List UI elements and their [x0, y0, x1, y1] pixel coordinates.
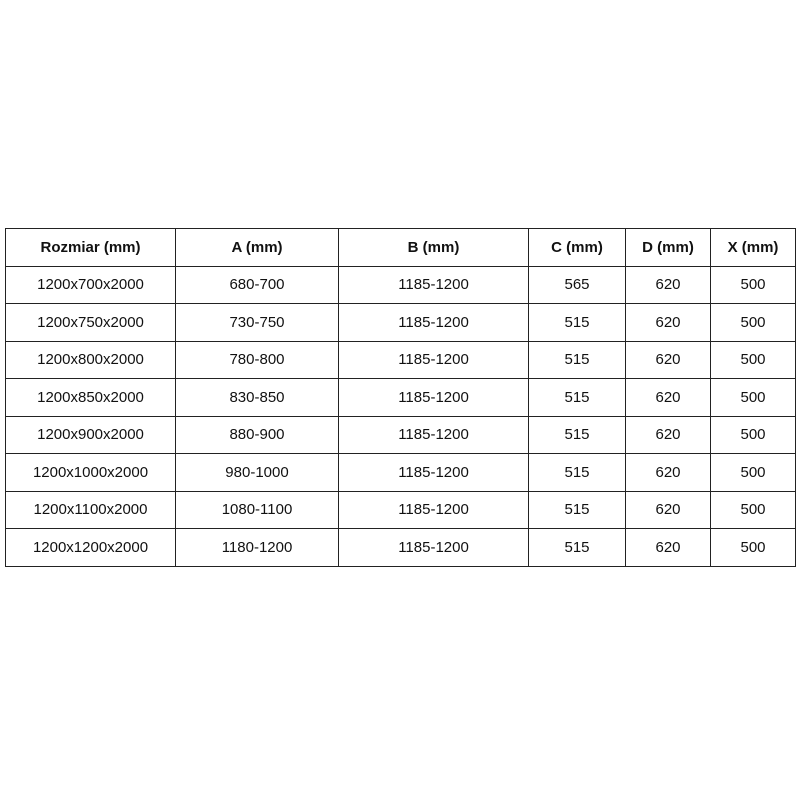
- table-cell: 620: [625, 415, 711, 454]
- table-cell: 1200x1100x2000: [5, 490, 176, 529]
- table-cell: 500: [710, 453, 796, 492]
- table-row: 1200x800x2000 780-800 1185-1200 515 620 500: [5, 340, 796, 379]
- table-cell: 515: [528, 453, 626, 492]
- table-cell: 1200x700x2000: [5, 265, 176, 304]
- header-cell: C (mm): [528, 228, 626, 267]
- table-cell: 515: [528, 415, 626, 454]
- table-cell: 500: [710, 303, 796, 342]
- table-cell: 620: [625, 265, 711, 304]
- table-cell: 620: [625, 490, 711, 529]
- table-row: 1200x1100x2000 1080-1100 1185-1200 515 620 50…: [5, 490, 796, 529]
- table-cell: 1185-1200: [338, 528, 529, 567]
- table-cell: 500: [710, 528, 796, 567]
- table-cell: 620: [625, 378, 711, 417]
- table-cell: 880-900: [175, 415, 339, 454]
- table-cell: 515: [528, 303, 626, 342]
- table-cell: 1180-1200: [175, 528, 339, 567]
- table-row: 1200x750x2000 730-750 1185-1200 515 620 500: [5, 303, 796, 342]
- table-cell: 1185-1200: [338, 265, 529, 304]
- table-row: 1200x850x2000 830-850 1185-1200 515 620 500: [5, 378, 796, 417]
- table-cell: 500: [710, 415, 796, 454]
- header-cell: B (mm): [338, 228, 529, 267]
- table-cell: 830-850: [175, 378, 339, 417]
- table-cell: 1185-1200: [338, 378, 529, 417]
- table-cell: 1200x850x2000: [5, 378, 176, 417]
- table-cell: 1200x1000x2000: [5, 453, 176, 492]
- table-row: 1200x1200x2000 1180-1200 1185-1200 515 620 50…: [5, 528, 796, 567]
- table-cell: 500: [710, 265, 796, 304]
- table-cell: 515: [528, 528, 626, 567]
- table-row: 1200x1000x2000 980-1000 1185-1200 515 620 500: [5, 453, 796, 492]
- dimensions-table: Rozmiar (mm) A (mm) B (mm) C (mm) D (mm) X (m…: [5, 228, 796, 567]
- table-cell: 620: [625, 528, 711, 567]
- table-cell: 1185-1200: [338, 303, 529, 342]
- table-cell: 1185-1200: [338, 490, 529, 529]
- table-cell: 515: [528, 340, 626, 379]
- table-cell: 1200x800x2000: [5, 340, 176, 379]
- table-cell: 1185-1200: [338, 415, 529, 454]
- header-row: Rozmiar (mm) A (mm) B (mm) C (mm) D (mm) X (m…: [5, 228, 796, 267]
- table-cell: 1185-1200: [338, 453, 529, 492]
- header-cell: A (mm): [175, 228, 339, 267]
- table-cell: 500: [710, 340, 796, 379]
- table-cell: 1200x1200x2000: [5, 528, 176, 567]
- table-cell: 500: [710, 378, 796, 417]
- table-cell: 620: [625, 453, 711, 492]
- table-row: 1200x700x2000 680-700 1185-1200 565 620 500: [5, 265, 796, 304]
- table-cell: 680-700: [175, 265, 339, 304]
- table-cell: 1185-1200: [338, 340, 529, 379]
- table-cell: 1080-1100: [175, 490, 339, 529]
- header-cell: X (mm): [710, 228, 796, 267]
- header-cell: D (mm): [625, 228, 711, 267]
- table-cell: 1200x900x2000: [5, 415, 176, 454]
- table-cell: 620: [625, 303, 711, 342]
- table-cell: 515: [528, 490, 626, 529]
- table-cell: 565: [528, 265, 626, 304]
- table-cell: 980-1000: [175, 453, 339, 492]
- table-cell: 500: [710, 490, 796, 529]
- table-cell: 620: [625, 340, 711, 379]
- header-cell: Rozmiar (mm): [5, 228, 176, 267]
- table-cell: 515: [528, 378, 626, 417]
- table-cell: 780-800: [175, 340, 339, 379]
- table-cell: 730-750: [175, 303, 339, 342]
- table-body: 1200x700x2000 680-700 1185-1200 565 620 500 12…: [5, 265, 796, 567]
- table-row: 1200x900x2000 880-900 1185-1200 515 620 500: [5, 415, 796, 454]
- table-cell: 1200x750x2000: [5, 303, 176, 342]
